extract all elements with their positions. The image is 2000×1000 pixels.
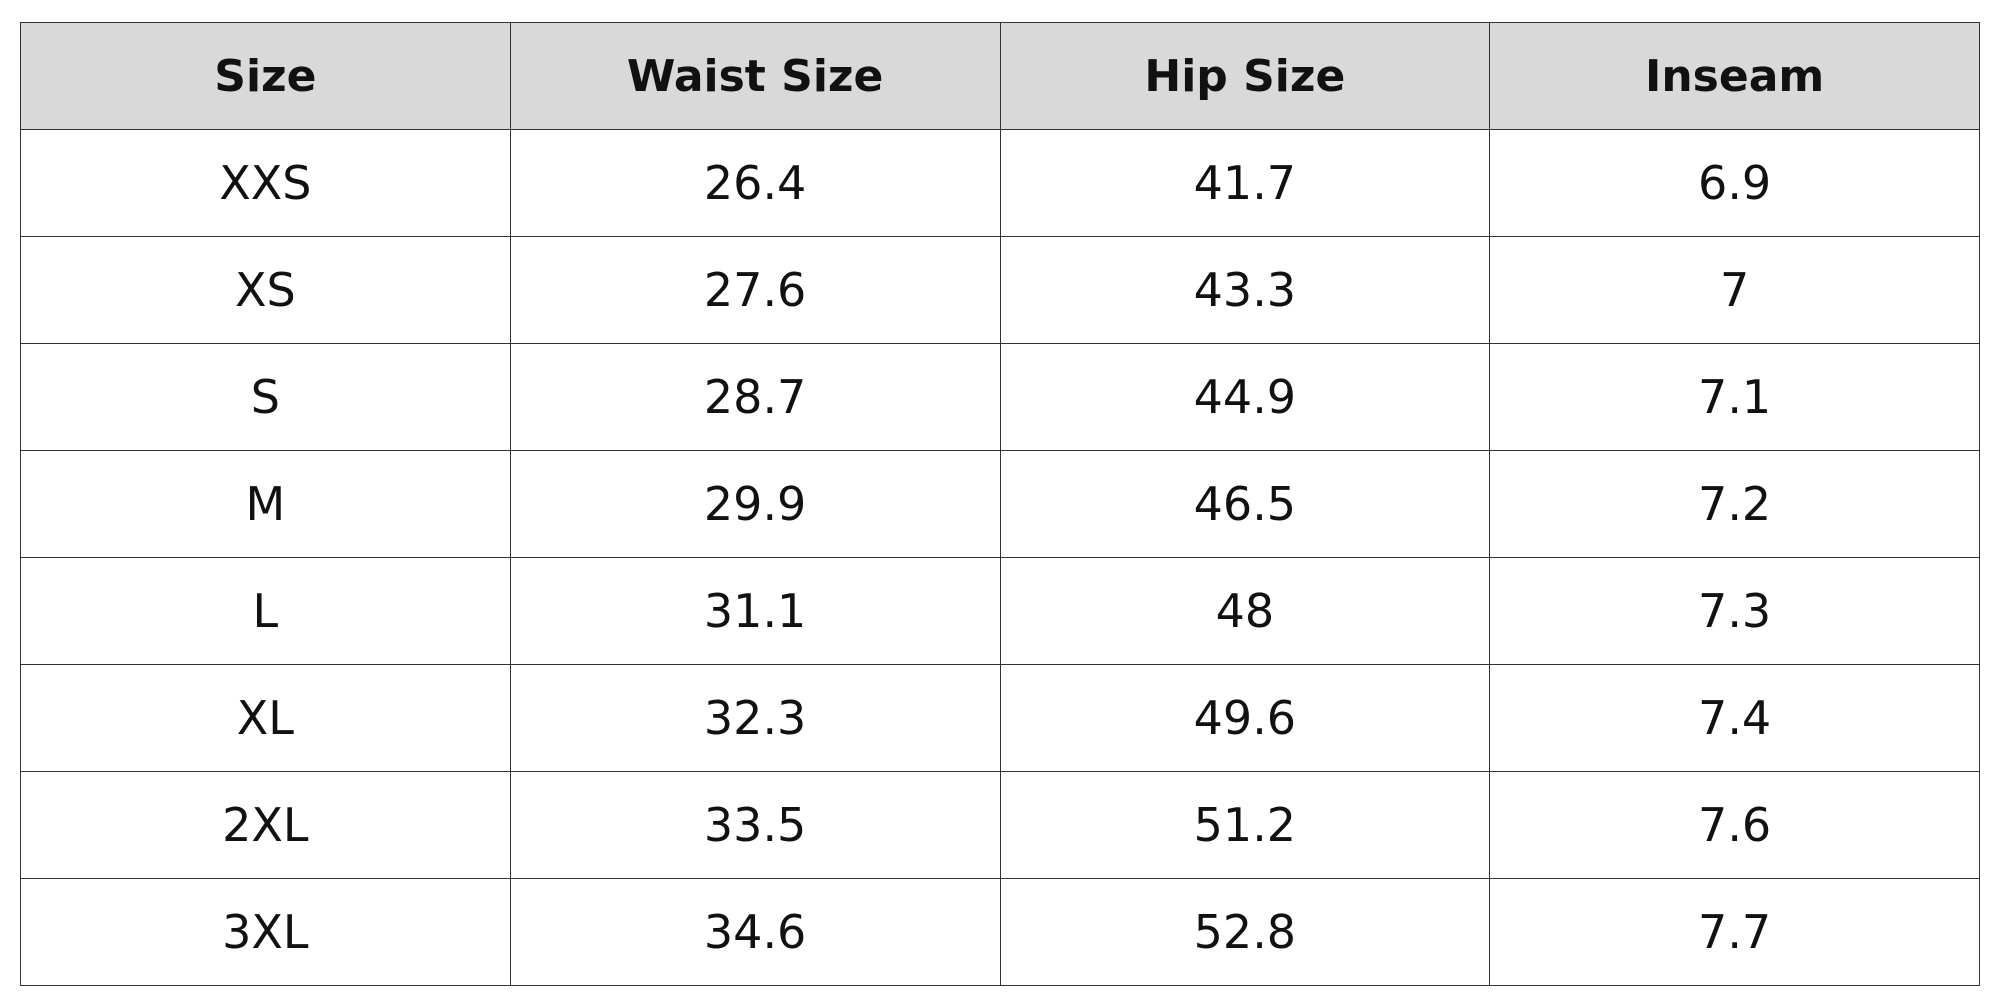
table-cell: 6.9 bbox=[1489, 129, 1980, 237]
table-cell: 32.3 bbox=[509, 664, 1001, 772]
table-cell: 49.6 bbox=[999, 664, 1491, 772]
table-row: 2XL 33.5 51.2 7.6 bbox=[20, 771, 1980, 879]
size-table: Size Waist Size Hip Size Inseam XXS 26.4 41.7… bbox=[20, 22, 1980, 986]
table-cell: 44.9 bbox=[999, 343, 1491, 451]
table-cell: 7.1 bbox=[1489, 343, 1980, 451]
table-body: XXS 26.4 41.7 6.9 XS 27.6 43.3 7 S 28.7 44.9 7.1 M 29… bbox=[20, 129, 1980, 986]
header-cell: Hip Size bbox=[999, 22, 1491, 130]
header-cell: Inseam bbox=[1489, 22, 1980, 130]
table-cell: XL bbox=[20, 664, 511, 772]
table-cell: S bbox=[20, 343, 511, 451]
table-row: XXS 26.4 41.7 6.9 bbox=[20, 129, 1980, 237]
table-cell: 3XL bbox=[20, 878, 511, 986]
table-cell: 41.7 bbox=[999, 129, 1491, 237]
header-cell: Waist Size bbox=[509, 22, 1001, 130]
table-cell: 26.4 bbox=[509, 129, 1001, 237]
table-cell: 7.7 bbox=[1489, 878, 1980, 986]
table-cell: 51.2 bbox=[999, 771, 1491, 879]
table-cell: 2XL bbox=[20, 771, 511, 879]
table-cell: 27.6 bbox=[509, 236, 1001, 344]
table-header: Size Waist Size Hip Size Inseam bbox=[20, 22, 1980, 130]
table-row: XS 27.6 43.3 7 bbox=[20, 236, 1980, 344]
table-cell: M bbox=[20, 450, 511, 558]
table-cell: 33.5 bbox=[509, 771, 1001, 879]
table-row: L 31.1 48 7.3 bbox=[20, 557, 1980, 665]
table-cell: 31.1 bbox=[509, 557, 1001, 665]
table-row: S 28.7 44.9 7.1 bbox=[20, 343, 1980, 451]
table-cell: 48 bbox=[999, 557, 1491, 665]
table-cell: 28.7 bbox=[509, 343, 1001, 451]
table-cell: 7 bbox=[1489, 236, 1980, 344]
table-cell: 7.3 bbox=[1489, 557, 1980, 665]
table-cell: 34.6 bbox=[509, 878, 1001, 986]
table-row: M 29.9 46.5 7.2 bbox=[20, 450, 1980, 558]
header-cell: Size bbox=[20, 22, 511, 130]
table-cell: 7.6 bbox=[1489, 771, 1980, 879]
table-cell: XS bbox=[20, 236, 511, 344]
table-row: XL 32.3 49.6 7.4 bbox=[20, 664, 1980, 772]
header-row: Size Waist Size Hip Size Inseam bbox=[20, 22, 1980, 130]
table-cell: XXS bbox=[20, 129, 511, 237]
table-cell: 7.2 bbox=[1489, 450, 1980, 558]
table-cell: 7.4 bbox=[1489, 664, 1980, 772]
table-row: 3XL 34.6 52.8 7.7 bbox=[20, 878, 1980, 986]
table-cell: 43.3 bbox=[999, 236, 1491, 344]
table-cell: 46.5 bbox=[999, 450, 1491, 558]
table-cell: 29.9 bbox=[509, 450, 1001, 558]
table-cell: 52.8 bbox=[999, 878, 1491, 986]
table-cell: L bbox=[20, 557, 511, 665]
